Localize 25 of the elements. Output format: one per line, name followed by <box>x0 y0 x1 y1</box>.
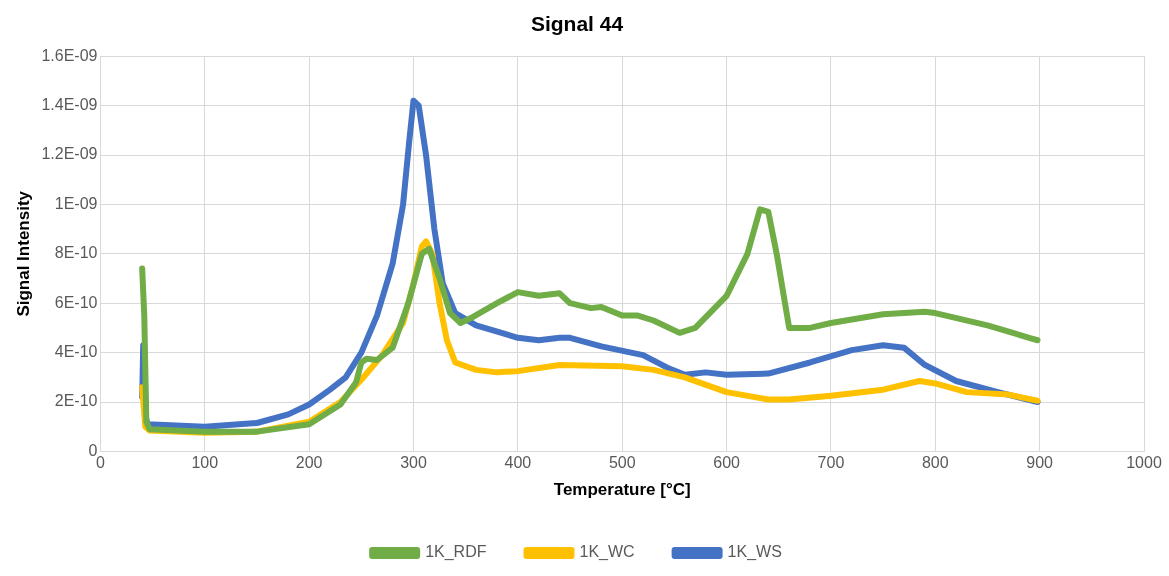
y-tick-label: 4E-10 <box>54 343 98 361</box>
y-tick-label: 6E-10 <box>54 293 98 311</box>
y-tick-label: 2E-10 <box>54 392 98 410</box>
y-tick-label: 0 <box>88 441 98 459</box>
y-tick-label: 8E-10 <box>54 244 98 262</box>
y-tick-label: 1E-09 <box>54 194 98 212</box>
y-tick-label: 1.6E-09 <box>41 46 98 64</box>
x-tick-label: 400 <box>504 454 532 472</box>
x-tick-label: 100 <box>191 454 219 472</box>
x-tick-label: 200 <box>295 454 323 472</box>
x-tick-label: 500 <box>608 454 636 472</box>
x-tick-label: 900 <box>1026 454 1054 472</box>
x-tick-label: 600 <box>713 454 741 472</box>
x-axis-title: Temperature [°C] <box>553 480 691 500</box>
y-tick-label: 1.2E-09 <box>41 145 98 163</box>
y-tick-label: 1.4E-09 <box>41 96 98 114</box>
legend-label: 1K_RDF <box>425 543 487 562</box>
x-tick-label: 1000 <box>1126 454 1162 472</box>
legend-label: 1K_WC <box>579 543 635 562</box>
x-tick-label: 700 <box>817 454 845 472</box>
x-tick-label: 300 <box>400 454 427 472</box>
y-axis-title: Signal Intensity <box>13 190 33 317</box>
x-tick-label: 800 <box>921 454 949 472</box>
legend-label: 1K_WS <box>727 543 782 562</box>
chart-title: Signal 44 <box>530 12 624 36</box>
